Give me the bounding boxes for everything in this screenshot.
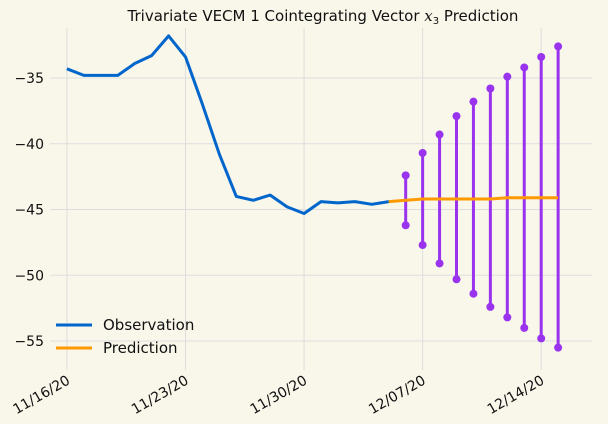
interval-lower-point bbox=[452, 275, 461, 284]
interval-lower-point bbox=[469, 289, 478, 298]
interval-upper-point bbox=[554, 42, 563, 51]
chart-title-text: Trivariate VECM 1 Cointegrating Vector bbox=[127, 7, 421, 25]
interval-lower-point bbox=[435, 259, 444, 268]
interval-lower-point bbox=[486, 302, 495, 311]
interval-upper-point bbox=[435, 130, 444, 139]
prediction-intervals bbox=[401, 42, 563, 352]
interval-upper-point bbox=[418, 148, 427, 157]
legend-label-prediction: Prediction bbox=[103, 339, 178, 357]
interval-upper-point bbox=[469, 97, 478, 106]
y-tick-label: −55 bbox=[14, 334, 44, 350]
interval-upper-point bbox=[486, 84, 495, 93]
chart-title-math-sub: 3 bbox=[433, 16, 439, 27]
chart-title: Trivariate VECM 1 Cointegrating Vector x… bbox=[127, 7, 519, 28]
interval-upper-point bbox=[452, 112, 461, 121]
legend-label-observation: Observation bbox=[103, 316, 194, 334]
interval-upper-point bbox=[503, 72, 512, 81]
interval-upper-point bbox=[401, 171, 410, 180]
chart-title-math: x bbox=[424, 7, 433, 25]
interval-lower-point bbox=[401, 221, 410, 230]
y-tick-label: −50 bbox=[14, 268, 44, 284]
series-lines bbox=[66, 34, 559, 215]
interval-lower-point bbox=[554, 343, 563, 352]
legend: Observation Prediction bbox=[56, 316, 194, 357]
series-line-observation bbox=[66, 34, 390, 215]
series-line-prediction bbox=[388, 196, 559, 204]
y-axis: −35 −40 −45 −50 −55 bbox=[14, 71, 44, 350]
y-tick-label: −35 bbox=[14, 71, 44, 87]
interval-upper-point bbox=[537, 52, 546, 61]
chart-title-tail: Prediction bbox=[444, 7, 519, 25]
interval-lower-point bbox=[520, 323, 529, 332]
y-tick-label: −45 bbox=[14, 203, 44, 219]
y-tick-label: −40 bbox=[14, 137, 44, 153]
interval-upper-point bbox=[520, 63, 529, 72]
interval-lower-point bbox=[537, 334, 546, 343]
interval-lower-point bbox=[418, 241, 427, 250]
interval-lower-point bbox=[503, 313, 512, 322]
